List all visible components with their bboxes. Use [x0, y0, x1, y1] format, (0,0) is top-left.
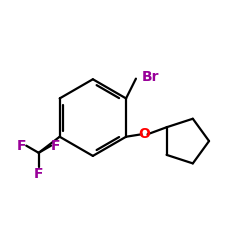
Text: O: O: [139, 127, 150, 141]
Text: F: F: [17, 139, 26, 153]
Text: Br: Br: [142, 70, 160, 85]
Text: F: F: [51, 139, 60, 153]
Text: F: F: [34, 167, 43, 181]
